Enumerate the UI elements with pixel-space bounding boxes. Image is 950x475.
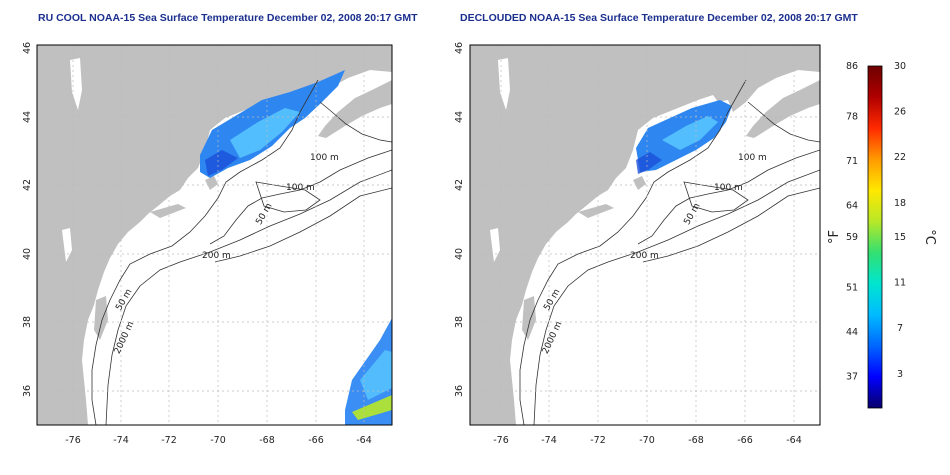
y-tick-label: 46 (454, 42, 465, 54)
y-axis: 46 44 42 40 38 36 (454, 42, 465, 397)
x-tick-label: -76 (65, 435, 81, 446)
y-tick-label: 42 (454, 179, 465, 191)
x-tick-label: -72 (161, 435, 177, 446)
colorbar-scale (867, 65, 883, 409)
land-long-island (150, 204, 186, 218)
fahrenheit-ticks: 86 78 71 64 59 51 44 37 (846, 61, 858, 382)
x-tick-label: -64 (786, 435, 802, 446)
land-cape-cod (633, 176, 646, 190)
celsius-ticks: 30 26 22 18 15 11 7 3 (894, 61, 906, 380)
x-tick-label: -74 (541, 435, 557, 446)
bay (62, 228, 72, 262)
temperature-colorbar: 86 78 71 64 59 51 44 37 30 26 22 18 15 11 7 3 °F °C (827, 61, 937, 409)
land-cape-cod (205, 176, 218, 190)
graticule (37, 45, 392, 425)
x-tick-label: -68 (688, 435, 704, 446)
fahrenheit-tick-label: 71 (846, 156, 858, 167)
sst-patch-gulf-stream-light (360, 350, 392, 400)
x-tick-label: -76 (493, 435, 509, 446)
celsius-tick-label: 7 (897, 323, 903, 334)
contour-label: 100 m (310, 153, 339, 163)
y-tick-label: 44 (454, 111, 465, 123)
y-tick-label: 44 (22, 111, 33, 123)
x-axis: -76 -74 -72 -70 -68 -66 -64 (493, 435, 802, 446)
celsius-tick-label: 3 (897, 369, 903, 380)
y-tick-label: 38 (22, 316, 33, 328)
x-axis: -76 -74 -72 -70 -68 -66 -64 (65, 435, 372, 446)
y-tick-label: 46 (22, 42, 33, 54)
sst-patch-dark (205, 150, 238, 176)
fahrenheit-tick-label: 86 (846, 61, 858, 72)
contour-label: 200 m (630, 251, 659, 261)
contour-label: 100 m (714, 183, 743, 193)
x-tick-label: -66 (737, 435, 753, 446)
land-mainland (37, 45, 392, 425)
x-tick-label: -74 (113, 435, 129, 446)
contour-label: 100 m (738, 153, 767, 163)
celsius-tick-label: 18 (894, 198, 906, 209)
bathymetry-contours (519, 79, 820, 425)
y-tick-label: 42 (22, 179, 33, 191)
x-tick-label: -66 (308, 435, 324, 446)
land-long-island (578, 204, 614, 218)
fahrenheit-tick-label: 59 (846, 232, 858, 243)
land-nova-scotia (318, 80, 392, 138)
y-tick-label: 40 (454, 248, 465, 260)
fahrenheit-tick-label: 44 (846, 327, 858, 338)
fahrenheit-tick-label: 64 (846, 200, 858, 211)
x-tick-label: -64 (356, 435, 372, 446)
fahrenheit-tick-label: 37 (846, 371, 858, 382)
x-tick-label: -72 (590, 435, 606, 446)
sst-patch-dark (636, 152, 662, 174)
land-delmarva (522, 296, 536, 340)
map-title-declouded: DECLOUDED NOAA-15 Sea Surface Temperatur… (460, 12, 858, 24)
sst-map-raw: 100 m 100 m 50 m 200 m 50 m 2000 m -76 -… (22, 42, 393, 446)
celsius-label: °C (922, 229, 937, 245)
celsius-tick-label: 30 (894, 61, 906, 72)
y-tick-label: 38 (454, 316, 465, 328)
celsius-tick-label: 15 (894, 232, 906, 243)
sst-patch-gulf-stream-warm (352, 395, 392, 420)
map-frame (469, 44, 821, 426)
contour-label: 200 m (202, 251, 231, 261)
celsius-tick-label: 26 (894, 107, 906, 118)
y-tick-label: 36 (454, 385, 465, 397)
land-delmarva (94, 296, 108, 340)
sst-patch-light (662, 116, 718, 150)
bathymetry-contours (91, 79, 392, 425)
map-title-raw: RU COOL NOAA-15 Sea Surface Temperature … (38, 12, 418, 24)
bay (490, 228, 500, 262)
map-frame (36, 44, 393, 426)
fahrenheit-tick-label: 51 (846, 283, 858, 294)
x-tick-label: -68 (259, 435, 275, 446)
y-tick-label: 36 (22, 385, 33, 397)
sst-map-declouded: 100 m 100 m 50 m 200 m 50 m 2000 m -76 -… (454, 42, 821, 446)
fahrenheit-label: °F (827, 230, 842, 244)
land-mainland (470, 45, 820, 425)
celsius-tick-label: 11 (894, 278, 906, 289)
contour-label: 100 m (286, 183, 315, 193)
graticule (470, 45, 820, 425)
x-tick-label: -70 (639, 435, 655, 446)
fahrenheit-tick-label: 78 (846, 112, 858, 123)
celsius-tick-label: 22 (894, 152, 906, 163)
x-tick-label: -70 (210, 435, 226, 446)
land-nova-scotia (746, 80, 820, 138)
y-axis: 46 44 42 40 38 36 (22, 42, 33, 397)
y-tick-label: 40 (22, 248, 33, 260)
sst-patch-light (230, 108, 300, 158)
